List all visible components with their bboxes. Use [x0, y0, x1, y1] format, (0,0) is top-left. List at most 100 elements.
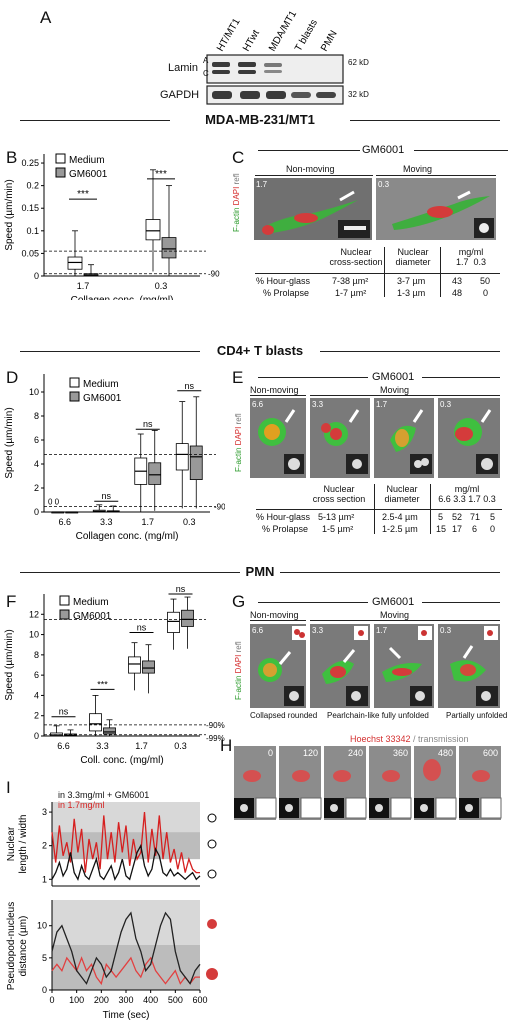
g-conc-2: 3.3	[312, 626, 324, 635]
kd-62: 62 kD	[348, 58, 369, 67]
legend-label-medium: in 1.7mg/ml	[58, 800, 105, 810]
y-tick-label: 0.25	[21, 158, 39, 168]
legend-swatch-medium	[59, 595, 70, 606]
y-tick-label: 4	[34, 459, 39, 469]
y-tick-label: 5	[42, 953, 47, 963]
x-tick-label: 3.3	[100, 517, 113, 527]
c-table-h2: Nuclear diameter	[395, 247, 431, 267]
y-tick-label: 1	[42, 874, 47, 884]
legend-label: GM6001	[73, 611, 112, 622]
inset-nucleus	[330, 804, 338, 812]
divider	[280, 572, 500, 573]
e-table-h3: mg/ml 6.6 3.3 1.7 0.3	[438, 484, 496, 504]
y-tick-label: 0.05	[21, 248, 39, 258]
panel-h-letter: H	[220, 736, 233, 755]
y-tick-label: 10	[29, 387, 39, 397]
chart-f: 0 2 4 6 8 10 12 6.6 3.3 1.7 0.3 Speed (µm/min) Coll.…	[4, 584, 225, 766]
legend-swatch-gm6001	[59, 609, 70, 620]
c-row2-cs: 1-7 µm²	[335, 288, 367, 298]
e-row2-d: 1-2.5 µm	[382, 524, 418, 534]
legend-label: Medium	[83, 379, 119, 390]
c-hdr-moving: Moving	[403, 164, 433, 174]
panel-i-letter: I	[6, 778, 11, 797]
x-tick-label: 1.7	[77, 281, 90, 291]
zero-label: 0 0	[48, 498, 60, 507]
section-pmn: PMN	[245, 564, 275, 579]
section-tcell: CD4+ T blasts	[216, 343, 304, 358]
legend-swatch-medium	[55, 153, 66, 164]
y-tick-label: 0	[42, 985, 47, 995]
schematic-icon	[207, 839, 217, 849]
y-tick-label: 0.15	[21, 203, 39, 213]
y-tick-label: 12	[29, 609, 39, 619]
panel-e-title: GM6001	[372, 371, 415, 383]
gapdh-label: GAPDH	[160, 89, 200, 101]
g-stain-label: F-actin DAPI refl	[234, 641, 243, 700]
y-tick-label: 10	[37, 921, 47, 931]
box-gm6001	[103, 727, 116, 735]
x-tick-label: 600	[192, 995, 207, 1005]
micrograph-c	[254, 178, 496, 240]
y-tick-label: 0	[34, 271, 39, 281]
y-axis-label: length / width	[18, 815, 29, 874]
e-conc-2: 3.3	[312, 400, 324, 409]
c-row1-v1: 43	[452, 276, 463, 286]
c-row1-label: % Hour-glass	[256, 276, 311, 286]
nucleus	[472, 770, 490, 782]
box-medium	[67, 256, 83, 270]
pct-label: -90%	[206, 721, 225, 730]
sig-label: ns	[143, 419, 153, 429]
box-medium	[145, 219, 161, 241]
c-row2-label: % Prolapse	[263, 288, 310, 298]
c-row1-cs: 7-38 µm²	[332, 276, 369, 286]
x-tick-label: 3.3	[96, 741, 109, 751]
pct-label: -90%	[214, 503, 225, 512]
x-tick-label: 0	[49, 995, 54, 1005]
e-conc-3: 1.7	[376, 400, 388, 409]
c-row2-v2: 0	[483, 288, 489, 298]
series-line-bottom-1	[51, 911, 201, 985]
time-label: 120	[303, 748, 318, 758]
series-line-0	[51, 812, 200, 874]
panel-d-letter: D	[6, 368, 19, 387]
legend-label-gm6001: in 3.3mg/ml + GM6001	[58, 790, 149, 800]
legend-label: Medium	[73, 597, 109, 608]
divider	[20, 351, 200, 352]
inset-diagram	[435, 797, 457, 819]
c-table-h3: mg/ml 1.7 0.3	[455, 247, 487, 267]
sig-label: ns	[184, 381, 194, 391]
x-tick-label: 300	[118, 995, 133, 1005]
chart-d: 0 2 4 6 8 10 6.6 3.3 1.7 0.3 Speed (µm/min) Collage…	[4, 374, 225, 542]
h-legend: Hoechst 33342 / transmission	[350, 734, 469, 744]
schematic-icon	[207, 919, 217, 929]
inset-nucleus	[465, 804, 473, 812]
x-axis-label: Collagen conc. (mg/ml)	[76, 531, 179, 542]
inset-diagram	[390, 797, 412, 819]
e-row1-cs: 5-13 µm²	[318, 512, 355, 522]
y-tick-label: 0	[34, 731, 39, 741]
y-tick-label: 2	[42, 841, 47, 851]
e-stain-label: F-actin DAPI refl	[234, 413, 243, 472]
sig-label: ns	[101, 491, 111, 501]
x-axis-label: Collagen conc. (mg/ml)	[71, 295, 174, 300]
pct-label: -99%	[206, 734, 225, 743]
lane-label: T blasts	[293, 18, 320, 54]
y-tick-label: 4	[34, 690, 39, 700]
y-tick-label: 0.1	[26, 226, 39, 236]
x-tick-label: 0.3	[174, 741, 187, 751]
box-medium	[175, 443, 189, 471]
divider	[20, 120, 170, 121]
legend-label: Medium	[69, 155, 105, 166]
time-label: 0	[268, 748, 273, 758]
kd-32: 32 kD	[348, 90, 369, 99]
x-axis-label: Coll. conc. (mg/ml)	[80, 755, 163, 766]
x-tick-label: 1.7	[135, 741, 148, 751]
panel-c-letter: C	[232, 148, 245, 167]
micrograph-e	[250, 398, 500, 478]
e-row1-d: 2.5-4 µm	[382, 512, 418, 522]
x-tick-label: 0.3	[183, 517, 196, 527]
e-row2-v4: 0	[490, 524, 496, 534]
box-gm6001	[142, 660, 155, 674]
legend-label: GM6001	[83, 393, 122, 404]
